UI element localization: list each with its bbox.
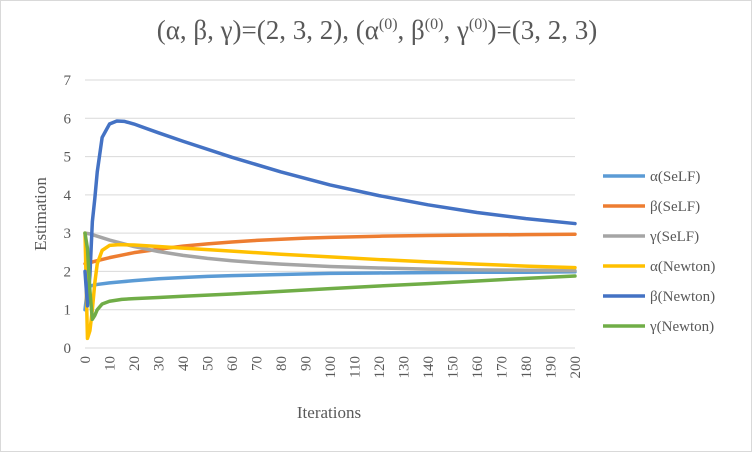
series-lines bbox=[83, 119, 577, 341]
chart-title-text: , β bbox=[397, 15, 425, 45]
y-axis-title: Estimation bbox=[31, 177, 50, 251]
y-tick-label: 6 bbox=[64, 111, 72, 127]
x-tick-label: 180 bbox=[519, 356, 535, 379]
y-tick-label: 5 bbox=[64, 150, 72, 166]
chart-title-text: , γ bbox=[443, 15, 469, 45]
legend-label: β(SeLF) bbox=[650, 199, 700, 215]
y-tick-label: 7 bbox=[64, 73, 72, 89]
legend-label: β(Newton) bbox=[650, 289, 715, 305]
series-line-3 bbox=[83, 231, 577, 273]
x-tick-label: 130 bbox=[397, 356, 413, 379]
chart-title-superscript: (0) bbox=[378, 16, 398, 33]
chart-title-text: (α, β, γ)=(2, 3, 2), (α bbox=[156, 15, 379, 45]
x-tick-label: 170 bbox=[495, 356, 511, 379]
y-tick-label: 0 bbox=[64, 341, 72, 357]
x-tick-label: 10 bbox=[103, 356, 119, 371]
x-tick-label: 120 bbox=[372, 356, 388, 379]
x-tick-label: 0 bbox=[78, 356, 94, 364]
series-line-1 bbox=[83, 270, 577, 312]
x-tick-label: 110 bbox=[348, 356, 364, 378]
x-tick-label: 140 bbox=[421, 356, 437, 379]
x-tick-label: 80 bbox=[274, 356, 290, 371]
x-tick-label: 160 bbox=[470, 356, 486, 379]
x-tick-label: 100 bbox=[323, 356, 339, 379]
chart-title-superscript: (0) bbox=[468, 16, 488, 33]
x-tick-label: 150 bbox=[446, 356, 462, 379]
chart-title-superscript: (0) bbox=[424, 16, 444, 33]
x-axis-title: Iterations bbox=[297, 403, 361, 422]
legend-label: α(SeLF) bbox=[650, 169, 700, 185]
x-tick-label: 50 bbox=[201, 356, 217, 371]
x-tick-label: 190 bbox=[544, 356, 560, 379]
gridlines bbox=[85, 79, 575, 349]
legend-label: γ(SeLF) bbox=[649, 229, 699, 245]
y-tick-label: 1 bbox=[64, 303, 72, 319]
x-tick-label: 20 bbox=[127, 356, 143, 371]
series-line-2 bbox=[83, 232, 577, 266]
series-line-5 bbox=[83, 119, 577, 308]
series-line-6 bbox=[83, 231, 577, 322]
legend-label: γ(Newton) bbox=[649, 319, 714, 335]
x-tick-label: 30 bbox=[152, 356, 168, 371]
legend-label: α(Newton) bbox=[650, 259, 715, 275]
y-tick-label: 4 bbox=[64, 188, 72, 204]
x-tick-label: 40 bbox=[176, 356, 192, 371]
x-tick-label: 70 bbox=[250, 356, 266, 371]
chart-title-text: )=(3, 2, 3) bbox=[487, 15, 598, 45]
chart-title: (α, β, γ)=(2, 3, 2), (α(0), β(0), γ(0))=… bbox=[1, 15, 751, 46]
x-tick-label: 90 bbox=[299, 356, 315, 371]
legend: α(SeLF) β(SeLF) γ(SeLF) α(Newton) β(Newton) γ… bbox=[603, 169, 715, 335]
y-tick-label: 2 bbox=[64, 264, 72, 280]
x-tick-label: 60 bbox=[225, 356, 241, 371]
x-tick-label: 200 bbox=[568, 356, 584, 379]
y-tick-label: 3 bbox=[64, 226, 72, 242]
